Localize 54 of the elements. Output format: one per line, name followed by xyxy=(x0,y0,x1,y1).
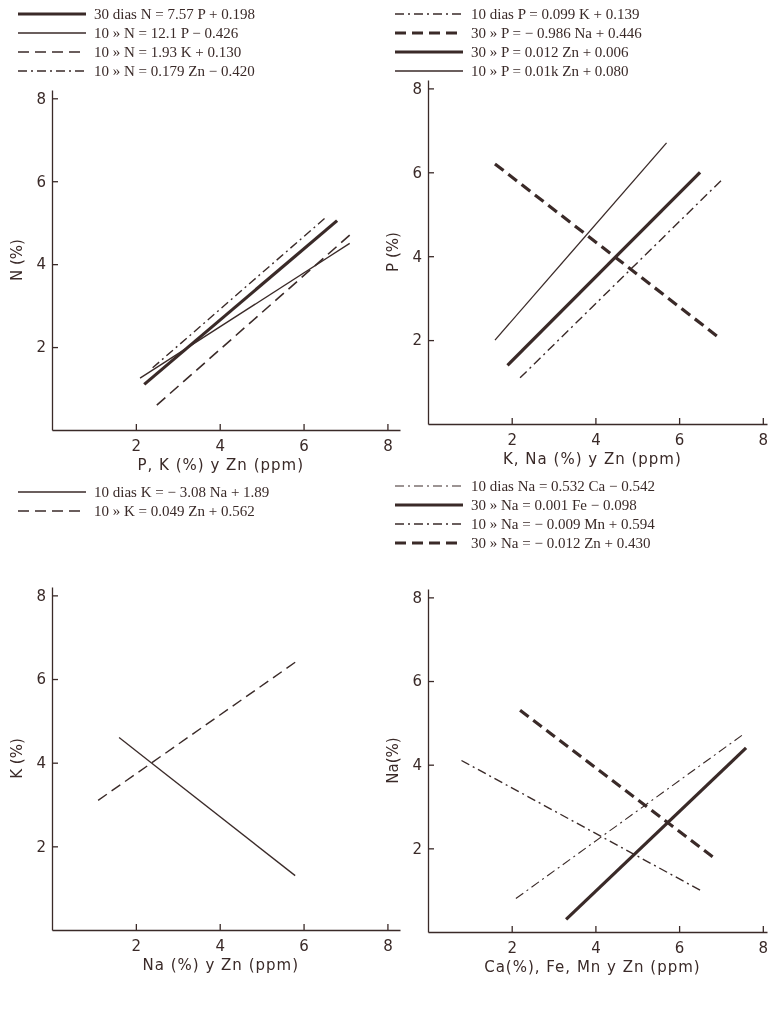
x-tick-label: 2 xyxy=(507,938,517,957)
y-tick-label: 8 xyxy=(412,588,422,607)
y-axis-title: P (%) xyxy=(384,232,402,272)
y-tick-label: 2 xyxy=(36,338,46,357)
legend-label: 10 » K = 0.049 Zn + 0.562 xyxy=(94,503,255,519)
x-tick-label: 4 xyxy=(215,436,225,455)
legend-label: 10 » Na = − 0.009 Mn + 0.594 xyxy=(471,516,656,532)
x-axis-title: Na (%) y Zn (ppm) xyxy=(142,956,300,974)
legend-label: 10 » N = 12.1 P − 0.426 xyxy=(94,25,239,41)
y-tick-label: 4 xyxy=(36,753,46,772)
y-tick-label: 8 xyxy=(36,586,46,605)
x-tick-label: 2 xyxy=(131,936,142,955)
legend-label: 30 » P = − 0.986 Na + 0.446 xyxy=(471,25,643,41)
legend-label: 10 » N = 1.93 K + 0.130 xyxy=(94,44,242,60)
x-tick-label: 4 xyxy=(591,430,601,449)
legend-label: 30 » Na = − 0.012 Zn + 0.430 xyxy=(471,535,651,551)
legend-label: 30 » P = 0.012 Zn + 0.006 xyxy=(471,44,630,60)
y-tick-label: 8 xyxy=(412,79,422,98)
y-tick-label: 4 xyxy=(412,247,422,266)
y-axis-title: K (%) xyxy=(8,738,26,779)
x-tick-label: 8 xyxy=(758,430,769,449)
y-tick-label: 2 xyxy=(412,331,422,350)
y-tick-label: 6 xyxy=(412,672,422,691)
x-tick-label: 6 xyxy=(299,936,309,955)
x-tick-label: 8 xyxy=(383,436,393,455)
y-axis-title: N (%) xyxy=(8,239,26,281)
x-axis-title: Ca(%), Fe, Mn y Zn (ppm) xyxy=(484,958,701,976)
y-tick-label: 4 xyxy=(412,755,422,774)
legend-label: 10 dias P = 0.099 K + 0.139 xyxy=(471,6,640,22)
y-tick-label: 6 xyxy=(36,172,46,191)
y-tick-label: 6 xyxy=(412,163,422,182)
x-tick-label: 6 xyxy=(299,436,309,455)
x-tick-label: 4 xyxy=(591,938,601,957)
x-axis-title: K, Na (%) y Zn (ppm) xyxy=(502,450,682,468)
x-tick-label: 8 xyxy=(758,938,769,957)
legend-label: 10 dias Na = 0.532 Ca − 0.542 xyxy=(471,478,655,494)
legend-label: 30 dias N = 7.57 P + 0.198 xyxy=(94,6,255,22)
y-tick-label: 4 xyxy=(36,255,46,274)
x-tick-label: 4 xyxy=(215,936,225,955)
x-tick-label: 8 xyxy=(383,936,393,955)
y-tick-label: 8 xyxy=(36,89,46,108)
y-tick-label: 2 xyxy=(36,837,46,856)
x-tick-label: 2 xyxy=(131,436,142,455)
y-tick-label: 6 xyxy=(36,670,46,689)
legend-label: 10 » P = 0.01k Zn + 0.080 xyxy=(471,63,629,79)
x-tick-label: 2 xyxy=(507,430,517,449)
x-tick-label: 6 xyxy=(674,938,685,957)
y-tick-label: 2 xyxy=(412,839,422,858)
legend-label: 10 » N = 0.179 Zn − 0.420 xyxy=(94,63,255,79)
x-axis-title: P, K (%) y Zn (ppm) xyxy=(137,456,305,474)
legend-label: 10 dias K = − 3.08 Na + 1.89 xyxy=(94,484,270,500)
x-tick-label: 6 xyxy=(674,430,685,449)
y-axis-title: Na(%) xyxy=(384,737,402,784)
legend-label: 30 » Na = 0.001 Fe − 0.098 xyxy=(471,497,637,513)
